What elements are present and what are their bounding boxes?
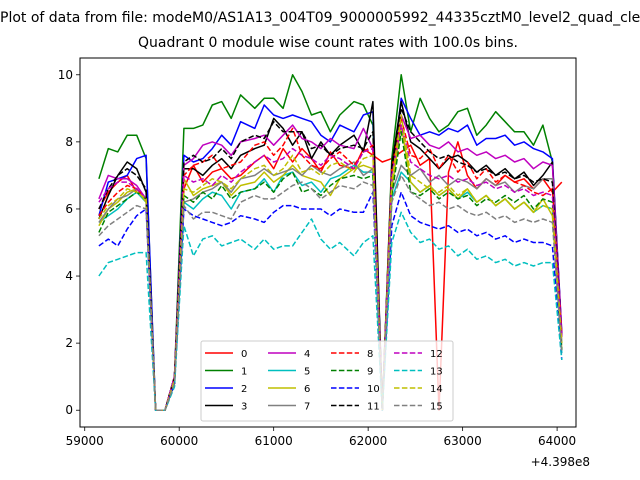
series-line-15 <box>98 174 563 411</box>
legend-label-1: 1 <box>241 367 247 378</box>
figure-suptitle: Plot of data from file: modeM0/AS1A13_00… <box>0 10 640 26</box>
y-tick-label: 0 <box>65 403 73 417</box>
x-tick-label: 62000 <box>349 434 387 448</box>
x-tick-label: 61000 <box>255 434 293 448</box>
x-axis: 59000 60000 61000 62000 63000 64000 <box>66 427 576 448</box>
legend-label-14: 14 <box>430 384 443 395</box>
x-tick-label: 63000 <box>444 434 482 448</box>
legend-label-12: 12 <box>430 349 443 360</box>
series-line-10 <box>98 191 563 411</box>
legend-label-7: 7 <box>304 402 310 413</box>
legend-label-9: 9 <box>367 367 373 378</box>
y-tick-label: 6 <box>65 202 73 216</box>
legend-label-2: 2 <box>241 384 247 395</box>
plot-frame <box>79 57 577 428</box>
x-tick-label: 59000 <box>66 434 104 448</box>
legend-label-3: 3 <box>241 402 247 413</box>
legend-label-10: 10 <box>367 384 380 395</box>
legend-label-11: 11 <box>367 402 380 413</box>
y-tick-label: 8 <box>65 135 73 149</box>
legend-label-8: 8 <box>367 349 373 360</box>
series-line-14 <box>98 114 563 411</box>
chart-title: Quadrant 0 module wise count rates with … <box>138 35 518 51</box>
y-tick-label: 2 <box>65 336 73 350</box>
legend-label-5: 5 <box>304 367 310 378</box>
x-tick-label: 64000 <box>538 434 576 448</box>
y-tick-label: 10 <box>58 68 73 82</box>
legend-label-4: 4 <box>304 349 310 360</box>
x-offset-label: +4.398e8 <box>531 455 590 469</box>
legend-label-0: 0 <box>241 349 247 360</box>
legend-label-13: 13 <box>430 367 443 378</box>
x-tick-label: 60000 <box>160 434 198 448</box>
legend-label-6: 6 <box>304 384 310 395</box>
legend-box <box>200 340 454 422</box>
series-line-13 <box>98 211 563 411</box>
y-axis: 0 2 4 6 8 10 <box>58 68 80 417</box>
legend-label-15: 15 <box>430 402 443 413</box>
y-tick-label: 4 <box>65 269 73 283</box>
series-layer <box>98 74 563 411</box>
